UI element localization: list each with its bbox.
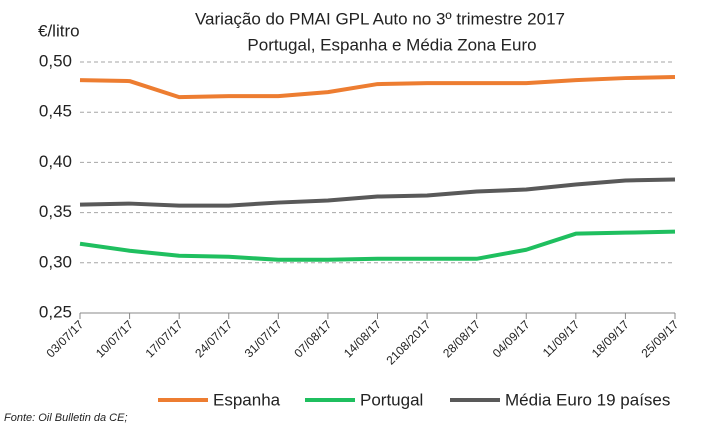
y-tick-label: 0,30 <box>39 252 72 271</box>
legend-label: Média Euro 19 países <box>505 390 670 409</box>
x-tick-label: 24/07/17 <box>192 317 235 360</box>
y-tick-label: 0,45 <box>39 102 72 121</box>
x-tick-label: 25/09/17 <box>638 317 681 360</box>
chart-subtitle: Portugal, Espanha e Média Zona Euro <box>247 35 536 54</box>
y-tick-label: 0,25 <box>39 302 72 321</box>
x-tick-label: 17/07/17 <box>143 317 186 360</box>
chart-title: Variação do PMAI GPL Auto no 3º trimestr… <box>195 9 565 28</box>
x-tick-label: 03/07/17 <box>43 317 86 360</box>
x-tick-label: 18/09/17 <box>589 317 632 360</box>
y-tick-label: 0,40 <box>39 152 72 171</box>
x-tick-label: 2108/2017 <box>383 317 433 367</box>
y-tick-label: 0,35 <box>39 202 72 221</box>
y-axis-label: €/litro <box>38 21 80 40</box>
x-tick-label: 31/07/17 <box>242 317 285 360</box>
series-line <box>79 229 676 262</box>
source-note: Fonte: Oil Bulletin da CE; <box>4 412 128 424</box>
x-tick-label: 07/08/17 <box>291 317 334 360</box>
series-line <box>79 177 676 208</box>
x-tick-label: 11/09/17 <box>540 317 583 360</box>
x-tick-label: 10/07/17 <box>93 317 136 360</box>
y-tick-label: 0,50 <box>39 51 72 70</box>
x-tick-label: 14/08/17 <box>341 317 384 360</box>
x-tick-label: 04/09/17 <box>490 317 533 360</box>
series-line <box>79 75 676 100</box>
legend-label: Portugal <box>360 390 423 409</box>
x-tick-label: 28/08/17 <box>440 317 483 360</box>
legend-label: Espanha <box>213 390 281 409</box>
